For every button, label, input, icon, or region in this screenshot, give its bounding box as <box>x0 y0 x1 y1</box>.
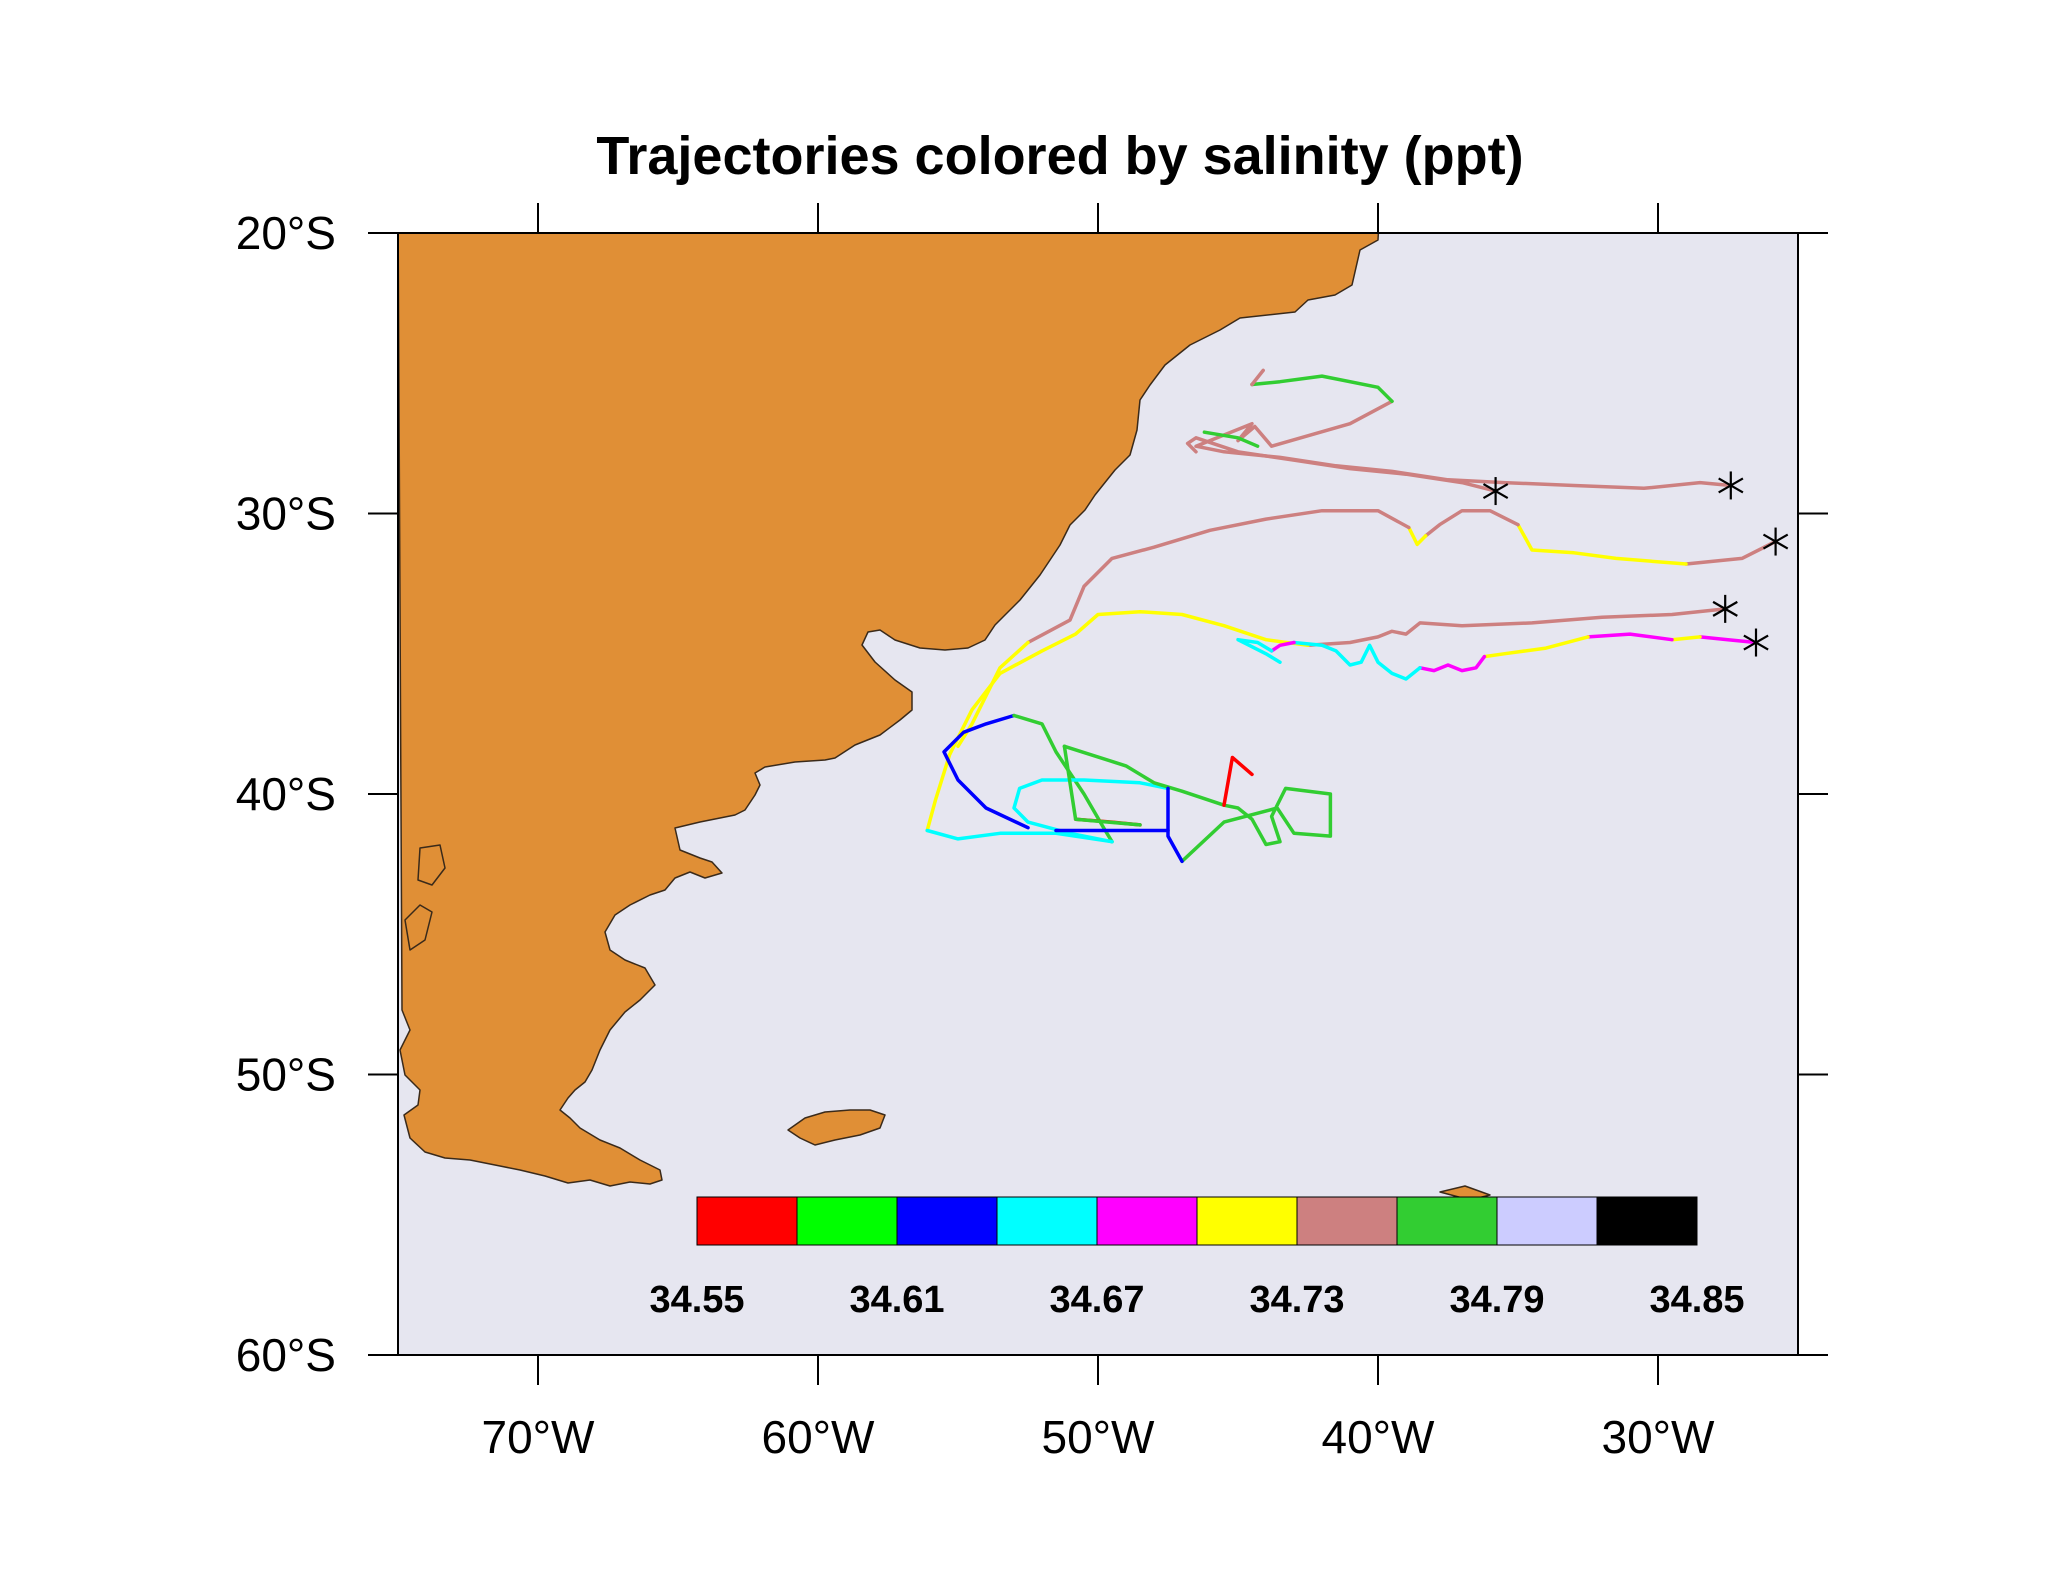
start-markers <box>1482 471 1789 657</box>
trajectory-3-segment-1 <box>1670 635 1702 642</box>
trajectory-2-segment-0 <box>1306 607 1727 648</box>
start-marker-2 <box>1712 594 1738 623</box>
colorbar-label: 34.67 <box>1049 1279 1144 1321</box>
start-marker-3 <box>1743 628 1769 657</box>
lat-tick-label: 60°S <box>236 1329 336 1381</box>
trajectory-4-segment-0 <box>1202 430 1260 448</box>
plot-title: Trajectories colored by salinity (ppt) <box>596 126 1523 186</box>
colorbar-label: 34.79 <box>1449 1279 1544 1321</box>
trajectory-4-segment-1 <box>942 713 1030 830</box>
trajectory-4-segment-7 <box>1166 786 1184 864</box>
lat-tick-label: 50°S <box>236 1049 336 1101</box>
start-marker-1 <box>1762 527 1789 556</box>
land-south-america <box>398 233 1491 1201</box>
lon-tick-label: 50°W <box>1042 1411 1156 1463</box>
trajectory-2-segment-1 <box>925 609 1310 833</box>
trajectory-3-segment-6 <box>1269 640 1296 653</box>
lon-tick-label: 70°W <box>482 1411 596 1463</box>
south-america-landmass <box>398 233 1380 1187</box>
trajectory-3-segment-3 <box>1482 635 1590 659</box>
colorbar-label: 34.85 <box>1649 1279 1744 1321</box>
lat-tick-label: 20°S <box>236 207 336 259</box>
trajectory-1-segment-4 <box>1026 508 1411 645</box>
colorbar-label: 34.61 <box>849 1279 944 1321</box>
lat-axis: 20°S 30°S 40°S 50°S 60°S <box>236 207 1828 1381</box>
lon-tick-label: 40°W <box>1322 1411 1436 1463</box>
trajectory-4-segment-6 <box>1062 744 1333 864</box>
colorbar: 34.55 34.61 34.67 34.73 34.79 34.85 <box>649 1196 1745 1321</box>
colorbar-swatch-7 <box>1396 1196 1498 1246</box>
trajectory-4-segment-5 <box>1062 744 1142 827</box>
trajectory-3-segment-0 <box>1698 635 1758 645</box>
trajectory-1-segment-2 <box>1423 508 1520 538</box>
trajectory-3-segment-7 <box>1236 637 1282 664</box>
falklands-islands <box>787 1109 886 1146</box>
colorbar-label: 34.55 <box>649 1279 744 1321</box>
trajectory-2-segment-2 <box>925 828 1114 844</box>
colorbar-swatch-3 <box>996 1196 1098 1246</box>
start-marker-5 <box>1482 477 1509 506</box>
colorbar-label: 34.73 <box>1249 1279 1344 1321</box>
colorbar-swatch-6 <box>1296 1196 1398 1246</box>
colorbar-swatch-8 <box>1496 1196 1598 1246</box>
lon-tick-label: 60°W <box>762 1411 876 1463</box>
trajectory-1-segment-3 <box>1407 525 1428 547</box>
lat-tick-label: 30°S <box>236 488 336 540</box>
trajectory-4-segment-9 <box>1222 755 1254 807</box>
start-marker-0 <box>1718 471 1744 500</box>
lon-tick-label: 30°W <box>1602 1411 1716 1463</box>
trajectory-0-segment-2 <box>1250 368 1265 387</box>
trajectory-3-segment-2 <box>1586 632 1674 642</box>
trajectory-3-segment-4 <box>1418 654 1487 673</box>
trajectory-3-segment-5 <box>1292 640 1422 681</box>
colorbar-swatch-0 <box>696 1196 798 1246</box>
archipelago-islands <box>404 904 433 951</box>
colorbar-swatch-9 <box>1596 1196 1698 1246</box>
colorbar-swatch-5 <box>1196 1196 1298 1246</box>
trajectory-5-segment-0 <box>1185 436 1498 493</box>
colorbar-swatch-2 <box>896 1196 998 1246</box>
trajectory-1-segment-1 <box>1516 522 1688 566</box>
colorbar-swatch-1 <box>796 1196 898 1246</box>
lon-axis: 70°W 60°W 50°W 40°W 30°W <box>482 203 1716 1463</box>
trajectory-0-segment-1 <box>1250 374 1394 404</box>
lat-tick-label: 40°S <box>236 768 336 820</box>
chiloe-island <box>417 844 446 886</box>
colorbar-swatch-4 <box>1096 1196 1198 1246</box>
map-panel <box>397 232 1799 1356</box>
